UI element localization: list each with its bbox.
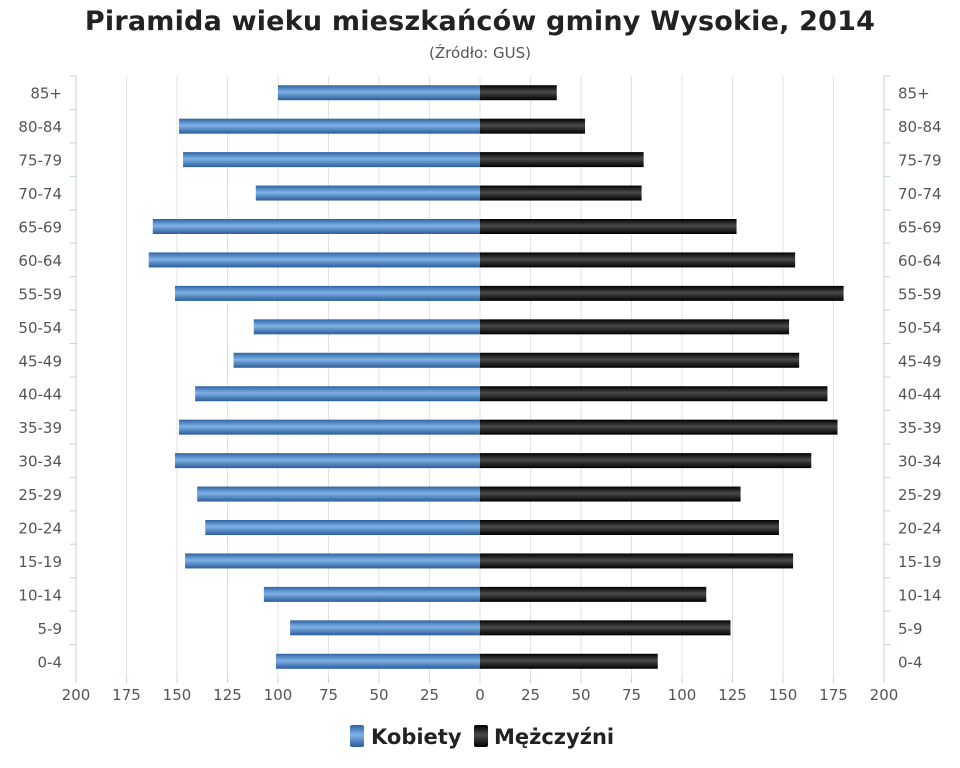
bar-kobiety-80-84 — [179, 118, 480, 134]
bar-kobiety-10-14 — [263, 586, 480, 602]
y-tick-label-left: 70-74 — [18, 185, 62, 203]
bar-mezczyzni-30-34 — [480, 453, 812, 469]
bar-kobiety-20-24 — [205, 520, 480, 535]
bars — [148, 85, 844, 669]
chart-title: Piramida wieku mieszkańców gminy Wysokie… — [84, 6, 876, 37]
bar-kobiety-85+ — [278, 85, 480, 101]
y-tick-label-right: 10-14 — [898, 586, 942, 604]
legend-swatch-mezczyzni[interactable] — [474, 725, 488, 747]
y-tick-label-right: 40-44 — [898, 386, 942, 404]
bar-mezczyzni-50-54 — [480, 319, 790, 335]
x-tick-label: 125 — [718, 686, 747, 704]
y-tick-label-right: 50-54 — [898, 319, 942, 337]
y-tick-label-left: 45-49 — [18, 352, 62, 370]
y-tick-label-left: 5-9 — [38, 620, 63, 638]
legend-label-mezczyzni[interactable]: Mężczyźni — [494, 725, 614, 749]
y-tick-label-right: 60-64 — [898, 252, 942, 270]
y-tick-label-left: 60-64 — [18, 252, 62, 270]
y-tick-label-right: 80-84 — [898, 118, 942, 136]
bar-mezczyzni-20-24 — [480, 520, 779, 535]
bar-kobiety-25-29 — [197, 486, 480, 502]
bar-mezczyzni-10-14 — [480, 586, 707, 602]
y-tick-label-left: 30-34 — [18, 453, 62, 471]
y-tick-label-right: 55-59 — [898, 285, 942, 303]
bar-kobiety-75-79 — [183, 152, 480, 168]
x-tick-label: 100 — [264, 686, 293, 704]
bar-mezczyzni-70-74 — [480, 185, 642, 201]
x-tick-label: 200 — [870, 686, 899, 704]
x-tick-label: 75 — [622, 686, 641, 704]
x-tick-label: 75 — [319, 686, 338, 704]
bar-mezczyzni-60-64 — [480, 252, 796, 268]
y-tick-label-right: 70-74 — [898, 185, 942, 203]
x-tick-label: 25 — [420, 686, 439, 704]
x-tick-label: 150 — [769, 686, 798, 704]
y-tick-label-right: 30-34 — [898, 453, 942, 471]
bar-kobiety-0-4 — [275, 653, 480, 669]
x-tick-label: 0 — [475, 686, 485, 704]
bar-mezczyzni-25-29 — [480, 486, 741, 502]
x-tick-label: 200 — [62, 686, 91, 704]
y-tick-label-left: 20-24 — [18, 520, 62, 538]
y-tick-label-left: 0-4 — [38, 653, 63, 671]
bar-kobiety-60-64 — [148, 252, 480, 268]
y-tick-label-left: 85+ — [30, 85, 62, 103]
y-tick-label-right: 25-29 — [898, 486, 942, 504]
y-tick-label-left: 10-14 — [18, 586, 62, 604]
y-tick-label-left: 65-69 — [18, 219, 62, 237]
x-tick-label: 50 — [571, 686, 590, 704]
bar-kobiety-65-69 — [152, 219, 480, 234]
y-tick-label-left: 40-44 — [18, 386, 62, 404]
x-tick-label: 25 — [521, 686, 540, 704]
y-tick-label-right: 45-49 — [898, 352, 942, 370]
bar-kobiety-5-9 — [290, 620, 480, 636]
legend: Kobiety Mężczyźni — [350, 725, 614, 749]
bar-mezczyzni-75-79 — [480, 152, 644, 168]
y-tick-label-right: 15-19 — [898, 553, 942, 571]
y-tick-label-right: 5-9 — [898, 620, 923, 638]
y-tick-label-left: 15-19 — [18, 553, 62, 571]
y-tick-label-left: 35-39 — [18, 419, 62, 437]
bar-kobiety-40-44 — [195, 386, 480, 402]
axes: 200 175 150 125 100 75 50 25 0 25 50 75 100 125 150 175… — [18, 75, 942, 704]
x-tick-label: 50 — [369, 686, 388, 704]
x-tick-label: 150 — [163, 686, 192, 704]
bar-kobiety-50-54 — [253, 319, 480, 335]
chart-subtitle: (Źródło: GUS) — [429, 44, 531, 62]
y-tick-label-right: 75-79 — [898, 152, 942, 170]
bar-kobiety-30-34 — [174, 453, 481, 469]
y-tick-label-left: 75-79 — [18, 152, 62, 170]
bar-mezczyzni-5-9 — [480, 620, 731, 636]
bar-mezczyzni-0-4 — [480, 653, 658, 669]
bar-mezczyzni-55-59 — [480, 285, 844, 301]
y-tick-label-left: 80-84 — [18, 118, 62, 136]
y-tick-label-left: 25-29 — [18, 486, 62, 504]
x-tick-label: 125 — [213, 686, 242, 704]
x-tick-label: 175 — [112, 686, 141, 704]
bar-kobiety-45-49 — [233, 352, 480, 368]
bar-mezczyzni-45-49 — [480, 352, 800, 368]
y-tick-label-right: 65-69 — [898, 219, 942, 237]
y-tick-label-right: 85+ — [898, 85, 930, 103]
x-tick-label: 100 — [668, 686, 697, 704]
bar-kobiety-35-39 — [179, 419, 480, 435]
y-tick-label-left: 55-59 — [18, 285, 62, 303]
y-tick-label-right: 0-4 — [898, 653, 923, 671]
bar-kobiety-55-59 — [174, 285, 481, 301]
bar-mezczyzni-65-69 — [480, 219, 737, 234]
bar-mezczyzni-15-19 — [480, 553, 794, 569]
x-tick-label: 175 — [819, 686, 848, 704]
bar-mezczyzni-80-84 — [480, 118, 586, 134]
y-tick-label-right: 35-39 — [898, 419, 942, 437]
bar-mezczyzni-85+ — [480, 85, 557, 101]
bar-kobiety-15-19 — [185, 553, 480, 569]
legend-swatch-kobiety[interactable] — [350, 725, 364, 747]
bar-kobiety-70-74 — [255, 185, 480, 201]
bar-mezczyzni-35-39 — [480, 419, 838, 435]
y-tick-label-right: 20-24 — [898, 520, 942, 538]
bar-mezczyzni-40-44 — [480, 386, 828, 402]
legend-label-kobiety[interactable]: Kobiety — [371, 725, 462, 749]
y-tick-label-left: 50-54 — [18, 319, 62, 337]
